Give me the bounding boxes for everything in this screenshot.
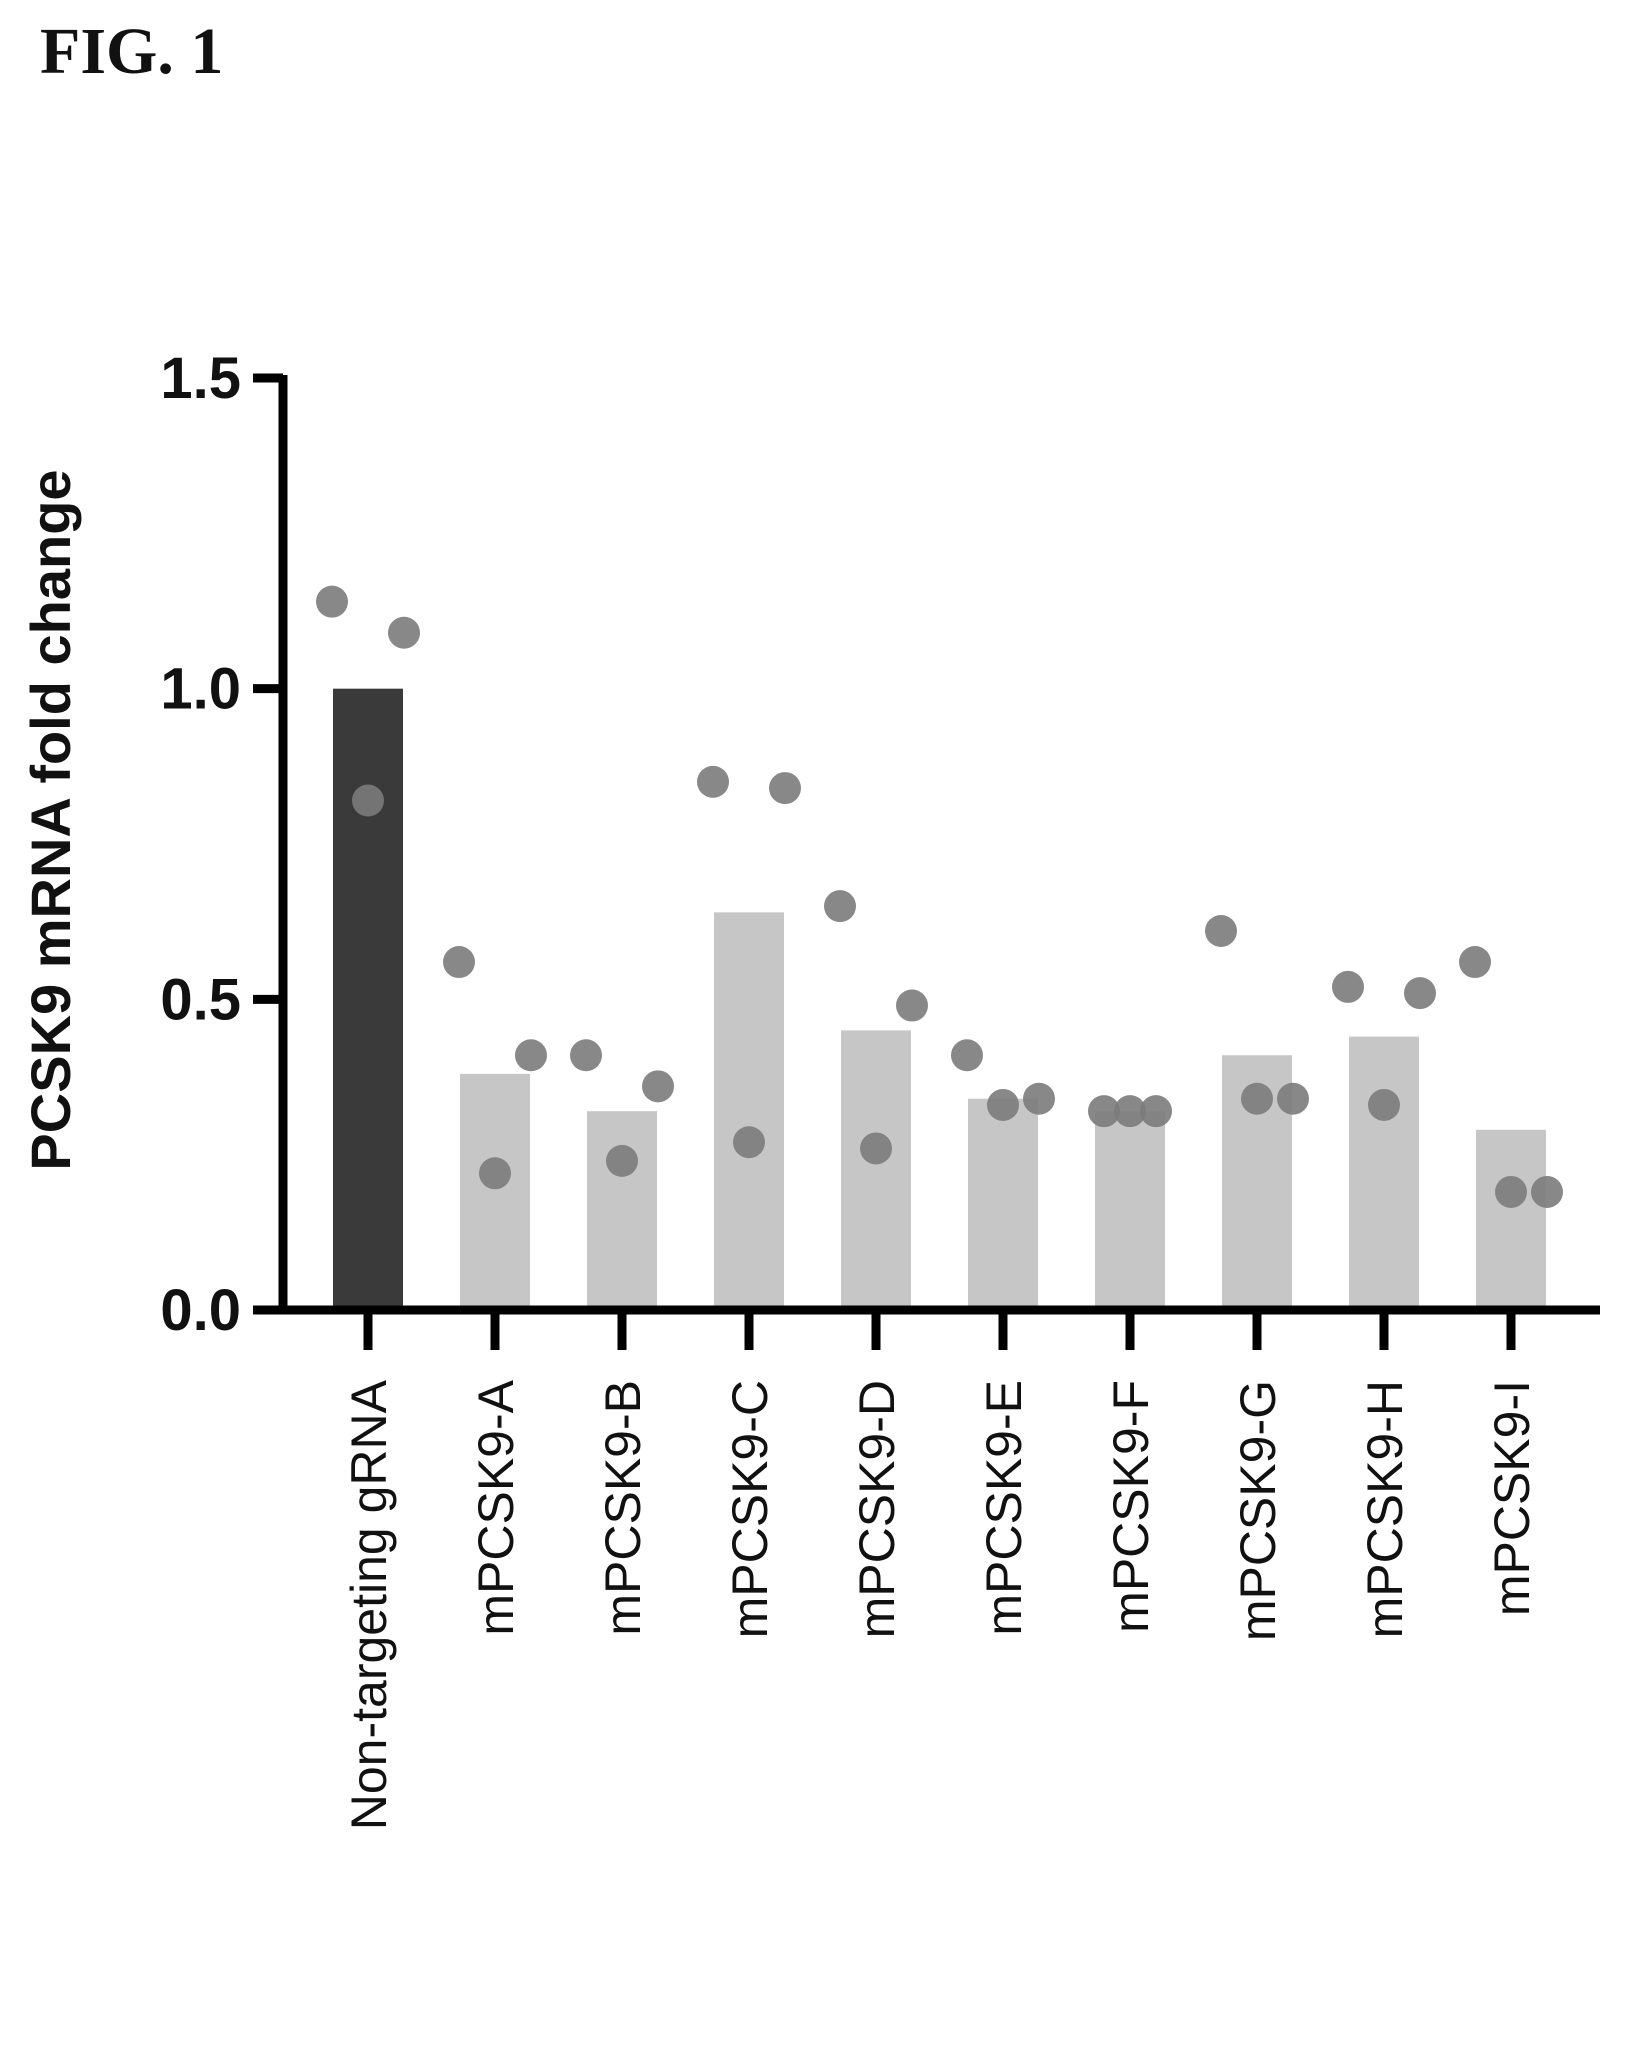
bar-10: [1476, 1129, 1546, 1310]
data-point-7-3: [1140, 1095, 1172, 1128]
y-tick-label: 1.0: [160, 657, 241, 722]
data-point-5-3: [860, 1132, 892, 1165]
x-category-label: mPCSK9-H: [1357, 1380, 1413, 1638]
data-point-3-2: [642, 1070, 674, 1103]
x-category-label: mPCSK9-E: [976, 1380, 1032, 1636]
bar-2: [460, 1073, 530, 1310]
bar-6: [968, 1098, 1038, 1310]
data-point-4-2: [769, 772, 801, 805]
data-point-2-3: [479, 1157, 511, 1190]
figure-label: FIG. 1: [40, 15, 224, 88]
y-tick-label: 1.5: [160, 346, 241, 411]
axes-layer: 0.0 0.5 1.0 1.5 Non-targeting gRNA mPCSK9-A mP…: [160, 346, 1600, 1830]
data-point-4-1: [697, 765, 729, 798]
data-point-10-1: [1459, 946, 1491, 979]
data-point-3-1: [570, 1039, 602, 1072]
data-point-7-1: [1088, 1095, 1120, 1128]
x-category-label: mPCSK9-G: [1230, 1380, 1286, 1641]
data-point-2-2: [515, 1039, 547, 1072]
data-point-6-1: [951, 1039, 983, 1072]
data-point-3-3: [606, 1144, 638, 1177]
x-category-label: mPCSK9-B: [595, 1380, 651, 1636]
x-category-label: mPCSK9-A: [468, 1379, 524, 1635]
x-category-label: mPCSK9-F: [1103, 1380, 1159, 1633]
data-point-5-2: [896, 989, 928, 1022]
data-point-9-3: [1368, 1088, 1400, 1121]
x-category-label: mPCSK9-D: [849, 1380, 905, 1638]
bar-5: [841, 1030, 911, 1310]
data-point-9-1: [1332, 970, 1364, 1003]
x-category-label: mPCSK9-I: [1484, 1380, 1540, 1616]
data-point-4-3: [733, 1126, 765, 1159]
y-tick-label: 0.0: [160, 1278, 241, 1343]
x-category-label: mPCSK9-C: [722, 1380, 778, 1638]
data-point-1-2: [388, 616, 420, 649]
data-point-8-1: [1205, 914, 1237, 947]
bar-3: [587, 1111, 657, 1310]
data-point-5-1: [824, 890, 856, 923]
bar-7: [1095, 1111, 1165, 1310]
x-category-label: Non-targeting gRNA: [341, 1379, 397, 1830]
bar-9: [1349, 1036, 1419, 1310]
y-tick-label: 0.5: [160, 967, 241, 1032]
data-point-1-1: [316, 585, 348, 618]
points-layer: [316, 585, 1563, 1208]
data-point-7-2: [1114, 1095, 1146, 1128]
data-point-10-3: [1495, 1175, 1527, 1208]
bar-1: [333, 688, 403, 1310]
bar-4: [714, 912, 784, 1310]
y-axis-title: PCSK9 mRNA fold change: [19, 469, 82, 1170]
data-point-6-2: [1023, 1082, 1055, 1115]
data-point-8-3: [1241, 1082, 1273, 1115]
data-point-9-2: [1404, 977, 1436, 1010]
data-point-1-3: [352, 784, 384, 817]
data-point-10-2: [1531, 1175, 1563, 1208]
data-point-6-3: [987, 1088, 1019, 1121]
bars-layer: [333, 688, 1546, 1310]
data-point-2-1: [443, 946, 475, 979]
data-point-8-2: [1277, 1082, 1309, 1115]
